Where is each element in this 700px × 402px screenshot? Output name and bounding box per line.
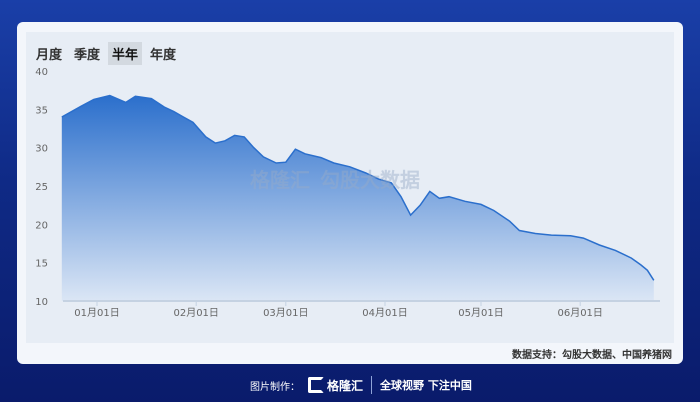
y-tick-label: 20 (35, 220, 48, 231)
tab-month[interactable]: 月度 (36, 48, 63, 63)
x-tick-label: 06月01日 (557, 307, 602, 319)
y-tick-label: 35 (35, 105, 48, 116)
area-fill (61, 95, 654, 301)
divider (371, 376, 373, 394)
made-by-label: 图片制作： (250, 381, 300, 393)
data-source: 数据支持：勾股大数据、中国养猪网 (512, 350, 672, 361)
logo-g-icon (308, 377, 324, 393)
tab-quarter[interactable]: 季度 (74, 48, 101, 63)
y-tick-label: 40 (35, 67, 48, 78)
x-tick-label: 01月01日 (74, 307, 119, 319)
y-tick-label: 25 (35, 182, 48, 193)
brand-logo: 格隆汇 (308, 377, 363, 394)
tab-year[interactable]: 年度 (150, 48, 177, 63)
series-line (61, 94, 655, 281)
y-tick-label: 15 (35, 259, 48, 270)
slogan: 全球视野 下注中国 (380, 379, 472, 392)
x-tick-label: 04月01日 (362, 307, 407, 319)
x-tick-label: 03月01日 (263, 307, 308, 319)
tab-half-year[interactable]: 半年 (108, 42, 143, 65)
period-tabs: 月度 季度 半年 年度 (32, 42, 180, 65)
watermark: 格隆汇 勾股大数据 (250, 168, 420, 192)
y-tick-label: 30 (35, 144, 48, 155)
y-tick-label: 10 (35, 297, 48, 308)
footer: 图片制作： 格隆汇 全球视野 下注中国 (250, 376, 472, 394)
x-tick-label: 02月01日 (173, 307, 218, 319)
x-tick-label: 05月01日 (458, 307, 503, 319)
